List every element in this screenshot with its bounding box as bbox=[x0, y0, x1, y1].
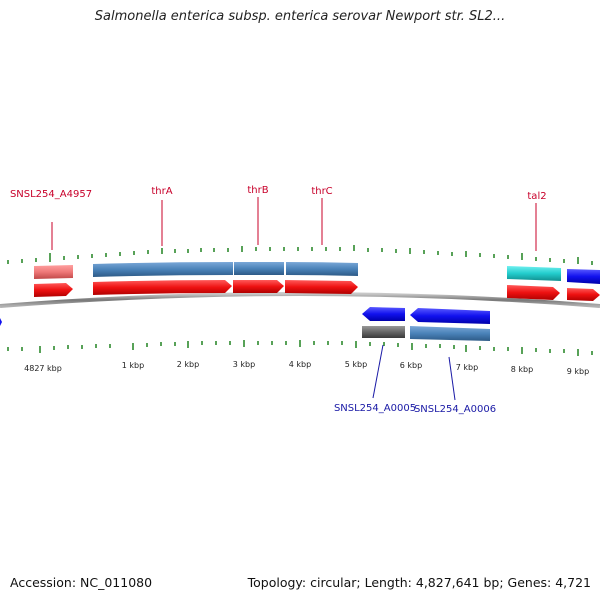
tick-label-1kbp: 1 kbp bbox=[122, 361, 144, 370]
gene-bar-SNSL254_A4957[interactable] bbox=[34, 265, 73, 279]
gene-bar-tal2[interactable] bbox=[507, 266, 561, 281]
tick-label-3kbp: 3 kbp bbox=[233, 360, 255, 369]
genome-backbone bbox=[0, 292, 600, 308]
gene-bar-SNSL254_A0005[interactable] bbox=[362, 326, 405, 338]
cds-arrow-SNSL254_A0006[interactable] bbox=[410, 308, 490, 324]
gene-label-SNSL254_A4957[interactable]: SNSL254_A4957 bbox=[10, 189, 92, 200]
genome-title: Salmonella enterica subsp. enterica sero… bbox=[94, 9, 506, 24]
upper-gene-track bbox=[34, 262, 600, 284]
tick-label-9kbp: 9 kbp bbox=[567, 367, 589, 376]
cds-arrow-right-edge[interactable] bbox=[567, 288, 600, 301]
accession-text: Accession: NC_011080 bbox=[10, 575, 153, 590]
backbone-edge-marker bbox=[0, 318, 2, 326]
tick-label-8kbp: 8 kbp bbox=[511, 365, 533, 374]
gene-bar-right-edge[interactable] bbox=[567, 269, 600, 284]
cds-arrow-tal2[interactable] bbox=[507, 285, 560, 300]
bottom-tick-row bbox=[7, 340, 593, 356]
tick-label-2kbp: 2 kbp bbox=[177, 360, 199, 369]
forward-cds-track bbox=[34, 280, 600, 301]
cds-arrow-thrB[interactable] bbox=[233, 280, 284, 293]
reverse-cds-track bbox=[362, 307, 490, 341]
gene-bar-thrA[interactable] bbox=[93, 262, 233, 277]
top-tick-row bbox=[7, 245, 593, 265]
genome-summary-text: Topology: circular; Length: 4,827,641 bp… bbox=[247, 575, 591, 590]
gene-label-thrC[interactable]: thrC bbox=[311, 186, 332, 197]
tick-label-5kbp: 5 kbp bbox=[345, 360, 367, 369]
tick-label-6kbp: 6 kbp bbox=[400, 361, 422, 370]
cds-arrow-thrC[interactable] bbox=[285, 280, 358, 294]
gene-label-SNSL254_A0005[interactable]: SNSL254_A0005 bbox=[334, 403, 416, 414]
gene-bar-thrC[interactable] bbox=[286, 262, 358, 276]
tick-label-4827kbp: 4827 kbp bbox=[24, 364, 62, 373]
gene-label-tal2[interactable]: tal2 bbox=[527, 191, 546, 202]
gene-bar-SNSL254_A0006[interactable] bbox=[410, 326, 490, 341]
gene-label-thrB[interactable]: thrB bbox=[247, 185, 268, 196]
tick-label-4kbp: 4 kbp bbox=[289, 360, 311, 369]
gene-bar-thrB[interactable] bbox=[234, 262, 284, 275]
cds-arrow-SNSL254_A0005[interactable] bbox=[362, 307, 405, 321]
gene-label-SNSL254_A0006[interactable]: SNSL254_A0006 bbox=[414, 404, 496, 415]
tick-labels: 4827 kbp 1 kbp 2 kbp 3 kbp 4 kbp 5 kbp 6… bbox=[24, 360, 589, 376]
gene-label-thrA[interactable]: thrA bbox=[151, 186, 172, 197]
tick-label-7kbp: 7 kbp bbox=[456, 363, 478, 372]
cds-arrow-thrA[interactable] bbox=[93, 280, 232, 295]
label-leader-lines bbox=[51, 197, 537, 401]
cds-arrow-SNSL254_A4957[interactable] bbox=[34, 283, 73, 297]
